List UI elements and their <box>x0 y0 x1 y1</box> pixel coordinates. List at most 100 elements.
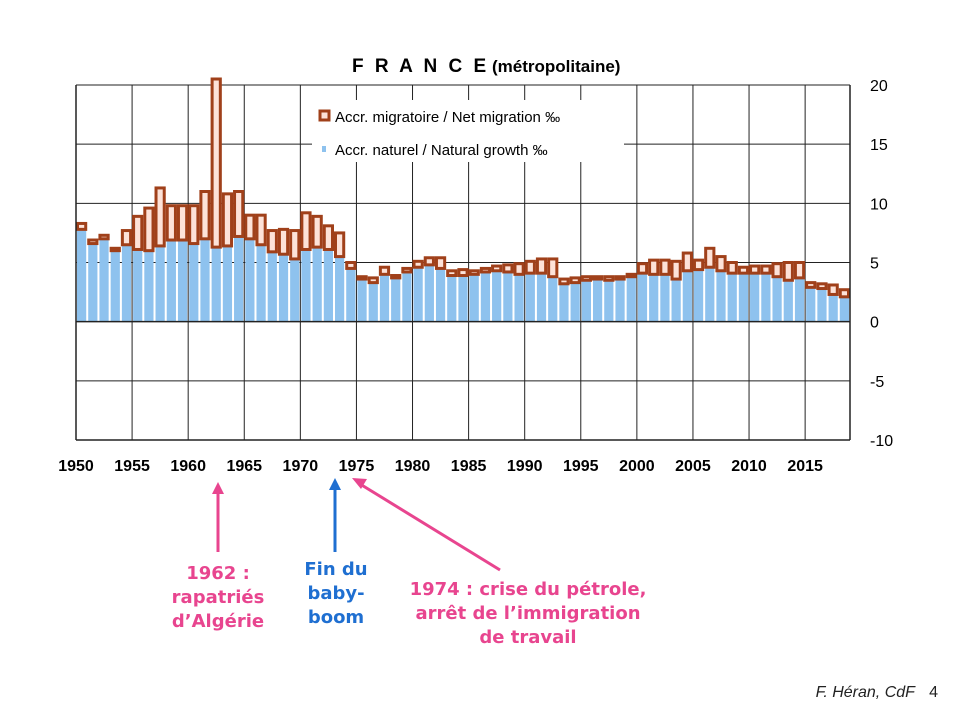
migration-bar-1980 <box>412 259 424 269</box>
natural-bar-2006 <box>705 267 715 322</box>
natural-bar-1976 <box>368 282 378 322</box>
natural-bar-1999 <box>626 276 636 322</box>
natural-bar-1973 <box>335 256 345 322</box>
legend-natural-swatch <box>322 146 326 152</box>
arrow-1974-head <box>352 478 367 489</box>
migration-bar-2006 <box>704 246 716 269</box>
natural-bar-1978 <box>391 277 401 322</box>
credit: F. Héran, CdF 4 <box>816 684 938 702</box>
natural-bar-1960 <box>189 243 199 322</box>
natural-bar-1963 <box>222 245 233 322</box>
migration-bar-1997 <box>603 275 615 282</box>
x-tick-label-1970: 1970 <box>283 458 319 475</box>
natural-bar-1959 <box>177 240 188 322</box>
natural-bar-2001 <box>649 274 659 322</box>
natural-bar-1994 <box>570 282 580 322</box>
x-tick-label-1990: 1990 <box>507 458 543 475</box>
natural-bar-1998 <box>615 279 625 322</box>
x-tick-label-1955: 1955 <box>114 458 150 475</box>
natural-bar-2000 <box>637 273 648 322</box>
migration-bar-1976 <box>367 276 379 285</box>
natural-bar-2003 <box>671 279 681 322</box>
axes <box>75 85 851 441</box>
annotation-babyboom-line1: Fin du <box>304 559 368 580</box>
migration-bar-1971 <box>311 214 323 249</box>
migration-bar-2018 <box>838 288 850 299</box>
natural-bar-1968 <box>278 254 289 322</box>
natural-bar-1975 <box>357 279 367 322</box>
natural-bar-1954 <box>121 244 132 322</box>
natural-bar-1950 <box>77 229 87 322</box>
migration-bar-1982 <box>434 256 447 270</box>
natural-bar-2002 <box>660 274 670 322</box>
y-tick-label--10: -10 <box>870 433 893 450</box>
natural-bar-2014 <box>794 277 805 322</box>
migration-bar-1996 <box>592 275 604 281</box>
legend-migration-swatch <box>318 109 331 122</box>
annotation-babyboom-line2: baby- <box>307 583 365 604</box>
migration-bar-1988 <box>502 263 514 274</box>
natural-bar-1964 <box>234 236 244 322</box>
annotation-1962-line3: d’Algérie <box>171 611 265 632</box>
migration-bar-1969 <box>289 229 301 261</box>
natural-bar-1953 <box>110 250 120 322</box>
migration-bar-2013 <box>782 261 794 282</box>
migration-bar-1993 <box>558 277 570 286</box>
y-tick-label-15: 15 <box>870 137 888 154</box>
natural-bar-1987 <box>492 270 502 322</box>
natural-growth-bars <box>77 229 849 322</box>
migration-bar-2005 <box>692 258 705 272</box>
migration-bar-1961 <box>199 190 211 241</box>
migration-bar-1956 <box>143 206 155 253</box>
migration-bar-1951 <box>87 238 99 246</box>
migration-bar-1964 <box>233 190 245 238</box>
natural-bar-1983 <box>447 275 457 322</box>
arrow-1962-head <box>212 482 224 494</box>
chart-subtitle: (métropolitaine) <box>492 57 620 76</box>
natural-bar-2009 <box>738 273 749 322</box>
natural-bar-1952 <box>99 238 109 322</box>
migration-bar-1984 <box>457 268 469 278</box>
natural-bar-1990 <box>525 273 535 322</box>
migration-bar-1970 <box>300 211 312 251</box>
migration-bar-2015 <box>805 281 817 289</box>
y-tick-label-5: 5 <box>870 256 879 273</box>
x-tick-label-1985: 1985 <box>451 458 487 475</box>
migration-bar-1994 <box>569 276 581 285</box>
migration-bar-1960 <box>188 204 200 246</box>
natural-bar-2018 <box>839 296 849 322</box>
y-tick-label-20: 20 <box>870 78 888 95</box>
y-tick-label-10: 10 <box>870 196 888 213</box>
natural-bar-1995 <box>581 280 591 322</box>
natural-bar-2016 <box>817 288 827 322</box>
migration-bar-1987 <box>491 264 503 273</box>
migration-bar-1999 <box>625 272 637 279</box>
natural-bar-1974 <box>346 268 356 322</box>
migration-bar-1953 <box>109 246 121 253</box>
x-tick-label-1980: 1980 <box>395 458 431 475</box>
natural-bar-1958 <box>166 240 176 322</box>
natural-bar-2017 <box>828 294 838 322</box>
chart-title: F R A N C E <box>352 56 489 77</box>
natural-bar-1984 <box>458 275 468 322</box>
migration-bar-1954 <box>120 229 133 247</box>
y-tick-label--5: -5 <box>870 374 884 391</box>
natural-bar-2013 <box>783 280 793 322</box>
x-tick-label-2000: 2000 <box>619 458 655 475</box>
natural-bar-1969 <box>290 258 300 322</box>
migration-bar-1981 <box>423 256 435 267</box>
migration-bar-2011 <box>760 264 772 275</box>
natural-bar-1982 <box>435 268 446 322</box>
x-tick-label-1960: 1960 <box>170 458 206 475</box>
migration-bar-2010 <box>749 264 761 275</box>
migration-bar-2009 <box>737 265 750 275</box>
migration-bar-1959 <box>176 204 189 242</box>
annotation-babyboom-line3: boom <box>307 607 365 628</box>
y-tick-labels: 20 15 10 5 0 -5 -10 <box>870 78 893 450</box>
migration-bar-2012 <box>771 262 783 279</box>
x-tick-label-2015: 2015 <box>787 458 823 475</box>
migration-bar-1955 <box>132 214 144 251</box>
natural-bar-2015 <box>806 287 816 322</box>
annotation-1962: 1962 : rapatriés d’Algérie <box>160 562 276 634</box>
